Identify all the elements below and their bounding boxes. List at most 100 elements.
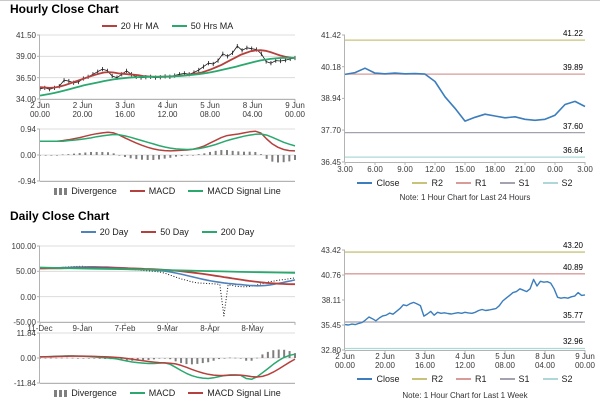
legend-item: Divergence bbox=[54, 388, 117, 398]
legend-line-swatch-icon bbox=[188, 190, 204, 192]
note-24h-chart: Note: 1 Hour Chart for Last 24 Hours bbox=[399, 193, 531, 202]
pivot-week-plot bbox=[342, 249, 586, 353]
daily-macd-plot bbox=[37, 332, 296, 384]
pivot-week-ytick-label: 35.45 bbox=[320, 321, 341, 331]
legend-item: S1 bbox=[499, 374, 530, 384]
hourly-price-plot bbox=[37, 34, 296, 102]
pivot-week-xtick-label: 3 Jun 16.00 bbox=[414, 352, 436, 370]
legend-line-swatch-icon bbox=[188, 392, 204, 394]
legend-line-swatch-icon bbox=[499, 378, 515, 380]
pivot-24h-ytick-label: 41.42 bbox=[320, 31, 341, 40]
daily-price-ytick-label: -50.00 bbox=[13, 318, 36, 327]
legend-line-swatch-icon bbox=[455, 182, 471, 184]
pivot-week-ytick-label: 43.42 bbox=[320, 246, 341, 255]
pivot-week-xtick-label: 2 Jun 00.00 bbox=[334, 352, 356, 370]
legend-label: S2 bbox=[561, 178, 573, 188]
pivot-24h-s2-level-label: 36.64 bbox=[562, 146, 583, 156]
daily-macd-legend: Divergence MACD MACD Signal Line bbox=[40, 388, 295, 398]
pivot-24h-xtick-label: 6.00 bbox=[367, 165, 383, 174]
legend-line-swatch-icon bbox=[412, 182, 428, 184]
pivot-week-ytick-label: 38.11 bbox=[321, 296, 341, 305]
pivot-24h-xtick-label: 21.00 bbox=[514, 165, 536, 174]
legend-label: S1 bbox=[518, 374, 530, 384]
legend-label: S2 bbox=[561, 374, 573, 384]
legend-item: R2 bbox=[412, 374, 443, 384]
hourly-price-xtick-label: 3 Jun 16.00 bbox=[114, 101, 136, 119]
legend-line-swatch-icon bbox=[499, 182, 515, 184]
pivot-24h-legend: Close R2 R1 S1 S2 bbox=[345, 178, 585, 188]
hourly-price-legend: 20 Hr MA 50 Hrs MA bbox=[40, 21, 295, 31]
legend-label: 200 Day bbox=[220, 227, 255, 237]
legend-label: S1 bbox=[518, 178, 530, 188]
legend-line-swatch-icon bbox=[201, 231, 217, 233]
legend-item: Close bbox=[357, 374, 399, 384]
daily-price-legend: 20 Day 50 Day 200 Day bbox=[40, 227, 295, 237]
hourly-macd-ytick-label: -0.94 bbox=[17, 177, 36, 186]
pivot-24h-xtick-label: 12.00 bbox=[424, 165, 446, 174]
legend-line-swatch-icon bbox=[542, 378, 558, 380]
legend-item: Close bbox=[357, 178, 399, 188]
legend-item: 20 Hr MA bbox=[101, 21, 159, 31]
legend-line-swatch-icon bbox=[357, 378, 373, 380]
daily-chart-title: Daily Close Chart bbox=[10, 209, 110, 223]
legend-line-swatch-icon bbox=[101, 25, 117, 27]
hourly-chart-title: Hourly Close Chart bbox=[10, 2, 119, 16]
daily-price-xtick-label: 11-Dec bbox=[27, 324, 53, 333]
legend-item: MACD Signal Line bbox=[188, 388, 281, 398]
legend-label: MACD bbox=[148, 186, 176, 196]
legend-item: R2 bbox=[412, 178, 443, 188]
legend-item: 50 Day bbox=[141, 227, 189, 237]
pivot-week-xtick-label: 4 Jun 12.00 bbox=[454, 352, 476, 370]
daily-price-ytick-label: 100.00 bbox=[11, 242, 36, 251]
legend-label: 50 Hrs MA bbox=[190, 21, 234, 31]
legend-item: 50 Hrs MA bbox=[171, 21, 234, 31]
legend-item: 20 Day bbox=[80, 227, 129, 237]
legend-line-swatch-icon bbox=[171, 25, 187, 27]
pivot-24h-xtick-label: 18.00 bbox=[484, 165, 506, 174]
pivot-24h-ytick-label: 37.70 bbox=[320, 126, 341, 136]
pivot-24h-ytick-label: 40.18 bbox=[320, 62, 341, 72]
pivot-week-xtick-label: 9 Jun 00.00 bbox=[574, 352, 596, 370]
pivot-24h-r2-level-label: 41.22 bbox=[562, 29, 583, 39]
legend-label: 50 Day bbox=[160, 227, 189, 237]
legend-item: MACD bbox=[129, 388, 175, 398]
legend-item: S2 bbox=[542, 374, 573, 384]
legend-line-swatch-icon bbox=[542, 182, 558, 184]
pivot-24h-ytick-label: 38.94 bbox=[320, 94, 341, 104]
hourly-macd-plot bbox=[37, 128, 296, 182]
note-week-chart: Note: 1 Hour Chart for Last 1 Week bbox=[402, 391, 528, 400]
legend-bars-swatch-icon bbox=[54, 389, 68, 397]
legend-item: MACD Signal Line bbox=[188, 186, 281, 196]
legend-item: MACD bbox=[129, 186, 176, 196]
legend-label: MACD Signal Line bbox=[207, 186, 281, 196]
pivot-week-ytick-label: 40.76 bbox=[320, 271, 341, 281]
legend-item: R1 bbox=[455, 178, 487, 188]
legend-label: Divergence bbox=[71, 186, 117, 196]
hourly-price-xtick-label: 8 Jun 04.00 bbox=[242, 101, 263, 119]
legend-label: MACD Signal Line bbox=[207, 388, 281, 398]
pivot-week-r1-level-label: 40.89 bbox=[562, 262, 583, 272]
legend-line-swatch-icon bbox=[412, 378, 428, 380]
legend-item: R1 bbox=[455, 374, 487, 384]
hourly-price-ytick-label: 36.50 bbox=[15, 73, 36, 83]
pivot-24h-xtick-label: 15.00 bbox=[454, 165, 476, 174]
pivot-week-xtick-label: 2 Jun 20.00 bbox=[374, 352, 396, 370]
legend-label: Divergence bbox=[71, 388, 117, 398]
legend-label: 20 Day bbox=[99, 227, 129, 237]
hourly-macd-ytick-label: 0.94 bbox=[20, 125, 36, 134]
legend-line-swatch-icon bbox=[141, 231, 157, 233]
hourly-price-xtick-label: 5 Jun 08.00 bbox=[199, 101, 221, 119]
pivot-24h-r1-level-label: 39.89 bbox=[562, 63, 583, 73]
hourly-price-ytick-label: 34.00 bbox=[15, 95, 36, 104]
legend-line-swatch-icon bbox=[357, 182, 373, 184]
daily-macd-ytick-label: 11.84 bbox=[16, 329, 36, 338]
pivot-week-r2-level-label: 43.20 bbox=[562, 241, 583, 251]
pivot-24h-plot bbox=[342, 34, 586, 165]
legend-item: S2 bbox=[542, 178, 573, 188]
daily-price-ytick-label: 0.00 bbox=[20, 292, 36, 302]
legend-label: R2 bbox=[431, 374, 443, 384]
daily-price-xtick-label: 7-Feb bbox=[114, 324, 136, 333]
pivot-24h-xtick-label: 3.00 bbox=[577, 165, 593, 174]
pivot-week-s2-level-label: 32.96 bbox=[562, 337, 583, 347]
daily-price-xtick-label: 9-Jan bbox=[72, 324, 93, 333]
